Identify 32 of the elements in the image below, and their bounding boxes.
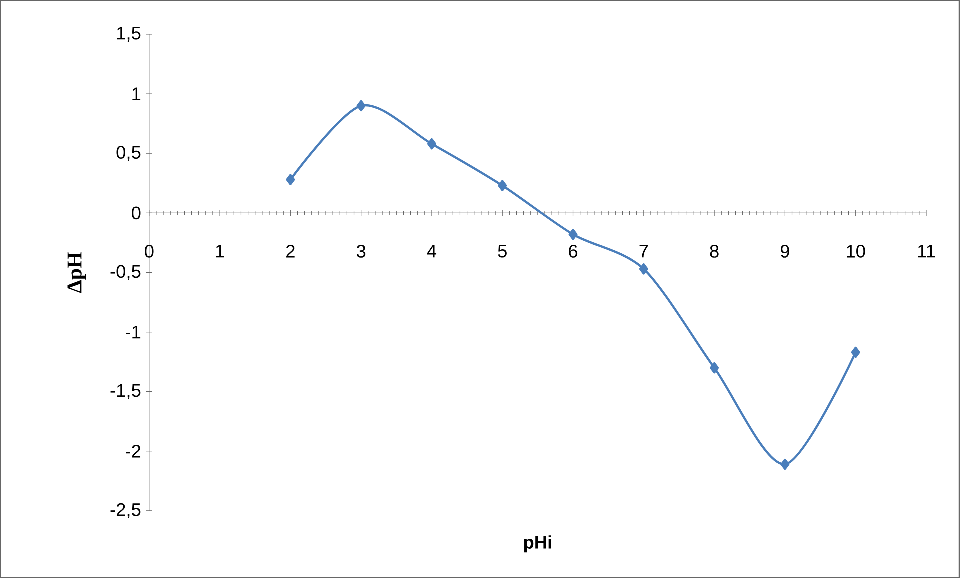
x-tick-label: 10 <box>847 244 866 258</box>
x-tick-label: 6 <box>569 244 578 258</box>
x-tick-label: 9 <box>780 244 790 258</box>
point <box>851 346 860 358</box>
x-tick-label: 1 <box>216 244 224 258</box>
point <box>780 458 790 470</box>
y-tick-label: 0 <box>132 206 141 220</box>
y-tick-label: -0,5 <box>110 264 141 280</box>
point <box>710 362 720 374</box>
x-tick-label: 3 <box>356 244 366 258</box>
y-tick-label: 0,5 <box>116 146 141 161</box>
x-tick-label: 5 <box>498 244 507 258</box>
point <box>427 138 436 150</box>
y-tick-label: -1 <box>126 326 141 338</box>
x-axis-title: pHi <box>524 535 552 552</box>
x-tick-label: 8 <box>710 244 719 258</box>
x-tick-label: 7 <box>640 244 648 258</box>
y-tick-label: 1 <box>132 88 141 100</box>
x-tick-label: 0 <box>145 244 154 258</box>
point <box>498 180 508 192</box>
point <box>639 263 648 275</box>
y-tick-label: -1,5 <box>110 384 141 400</box>
y-tick-label: 1,5 <box>117 26 141 42</box>
point <box>286 174 296 186</box>
x-tick-label: 2 <box>286 244 295 258</box>
point <box>568 228 578 240</box>
x-tick-label: 11 <box>918 244 936 258</box>
y-tick-label: -2 <box>126 444 141 458</box>
y-tick-label: -2,5 <box>110 503 141 518</box>
point <box>356 100 366 112</box>
y-axis-title: ΔpH <box>68 252 86 293</box>
x-tick-label: 4 <box>427 244 437 258</box>
